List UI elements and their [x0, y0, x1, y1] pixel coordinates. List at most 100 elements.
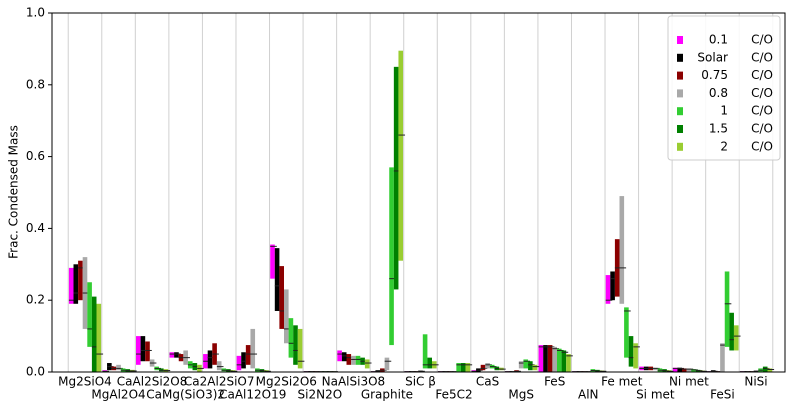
range-bar	[346, 354, 352, 365]
range-bar	[136, 336, 141, 365]
range-bar	[279, 266, 284, 329]
range-bar	[543, 345, 548, 372]
range-bar	[174, 352, 179, 358]
range-bar	[341, 352, 347, 362]
range-bar	[610, 271, 615, 301]
range-bar	[485, 363, 490, 369]
range-bar	[619, 196, 625, 304]
range-bar	[677, 367, 682, 372]
x-tick-label: Mg2Si2O6	[256, 375, 317, 389]
range-bar	[547, 345, 553, 372]
range-bar	[767, 368, 773, 372]
legend: 0.1 C/O Solar C/O 0.75 C/O 0.8 C/O 1 C/O 1.5 C/O 2 C/…	[667, 15, 781, 161]
y-tick-label: 0.6	[26, 149, 45, 163]
legend-unit: C/O	[751, 139, 773, 153]
range-bar	[169, 352, 175, 358]
x-tick-label: Ni met	[669, 375, 709, 389]
range-bar	[87, 282, 92, 347]
range-bar	[480, 364, 486, 371]
x-tick-label: Si met	[636, 388, 675, 402]
range-bar	[270, 244, 275, 279]
range-bar	[355, 355, 361, 365]
range-bar	[624, 307, 629, 358]
range-bar	[523, 359, 529, 369]
range-bar	[427, 357, 432, 369]
range-bar	[91, 296, 97, 372]
range-bar	[561, 350, 567, 372]
range-bar	[557, 348, 562, 372]
range-bar	[460, 363, 466, 372]
range-bar	[68, 267, 74, 304]
range-bar	[250, 328, 256, 369]
legend-label: 2	[720, 139, 728, 153]
range-bar	[364, 359, 370, 369]
range-bar	[653, 367, 658, 371]
x-tick-label: Mg2SiO4	[58, 375, 112, 389]
range-bar	[384, 357, 390, 371]
x-tick-label: FeSi	[710, 388, 735, 402]
legend-label: Solar	[697, 50, 728, 64]
x-tick-label: CaMg(SiO3)2	[146, 388, 225, 402]
range-bar	[293, 325, 298, 365]
legend-unit: C/O	[751, 86, 773, 100]
range-bar	[465, 363, 471, 372]
range-bar	[720, 343, 725, 372]
range-bar	[96, 303, 102, 372]
y-tick-label: 0.8	[26, 77, 45, 91]
range-bar	[116, 364, 121, 371]
x-tick-label: NaAlSi3O8	[322, 375, 386, 389]
range-bar	[236, 355, 242, 371]
range-bar	[73, 264, 79, 304]
legend-label: 0.75	[701, 68, 728, 82]
range-bar	[733, 325, 739, 351]
legend-swatch	[677, 142, 683, 151]
legend-label: 0.1	[709, 33, 728, 47]
range-bar	[288, 318, 294, 358]
x-tick-label: SiC β	[405, 375, 436, 389]
legend-swatch	[677, 71, 683, 80]
legend-swatch	[677, 53, 683, 62]
x-tick-label: FeS	[544, 375, 565, 389]
x-tick-label: AlN	[578, 388, 599, 402]
range-bar	[389, 167, 394, 346]
range-bar	[672, 367, 678, 372]
range-bar	[78, 260, 83, 301]
range-bar	[241, 352, 246, 369]
range-bar	[393, 66, 399, 290]
legend-unit: C/O	[751, 50, 773, 64]
y-axis-label: Frac. Condensed Mass	[7, 125, 21, 259]
legend-unit: C/O	[751, 122, 773, 136]
range-bar	[633, 343, 638, 369]
x-tick-label: NiSi	[744, 375, 767, 389]
y-tick-label: 0.4	[26, 221, 45, 235]
range-bar	[762, 366, 768, 372]
x-tick-label: Fe met	[601, 375, 643, 389]
legend-swatch	[677, 36, 683, 44]
range-bar	[274, 248, 280, 311]
legend-label: 0.8	[709, 86, 728, 100]
legend-swatch	[677, 125, 683, 133]
range-bar	[686, 368, 692, 372]
x-tick-label: Ca2Al2SiO7	[184, 375, 255, 389]
y-tick-label: 0.0	[26, 365, 45, 379]
legend-label: 1	[720, 104, 728, 118]
legend-unit: C/O	[751, 68, 773, 82]
y-tick-label: 0.2	[26, 293, 45, 307]
range-bar	[528, 361, 533, 371]
range-bar	[351, 355, 356, 365]
x-tick-label: CaAl12O19	[219, 388, 286, 402]
range-bar	[456, 363, 461, 372]
range-bar	[337, 350, 342, 362]
range-bar	[284, 289, 289, 344]
range-bar	[566, 354, 571, 372]
range-bar	[552, 346, 557, 372]
range-bar	[729, 312, 734, 351]
legend-swatch	[677, 107, 683, 116]
range-bar	[398, 50, 404, 261]
x-tick-label: MgS	[508, 388, 534, 402]
range-bar	[538, 345, 544, 372]
legend-unit: C/O	[751, 104, 773, 118]
range-bar	[518, 361, 524, 369]
x-tick-label: Graphite	[361, 388, 413, 402]
